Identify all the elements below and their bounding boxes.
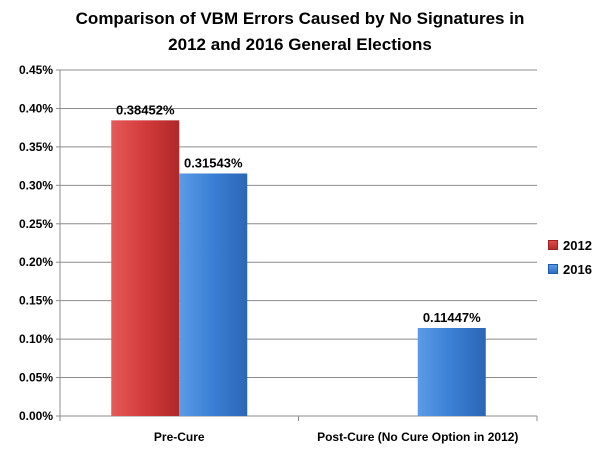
data-label: 0.38452% xyxy=(116,102,175,117)
legend-swatch-2016 xyxy=(548,264,558,274)
bar-2012 xyxy=(111,120,180,416)
y-tick-label: 0.15% xyxy=(19,294,53,308)
legend: 2012 2016 xyxy=(548,233,592,281)
chart-title-line-2: 2012 and 2016 General Elections xyxy=(168,35,432,54)
legend-item-2016: 2016 xyxy=(548,257,592,281)
y-tick-label: 0.25% xyxy=(19,217,53,231)
legend-label-2012: 2012 xyxy=(563,237,592,253)
data-label: 0.11447% xyxy=(423,310,481,325)
bar-2016 xyxy=(179,173,248,416)
x-tick-label: Pre-Cure xyxy=(154,430,205,444)
y-tick-label: 0.10% xyxy=(19,332,53,346)
y-tick-label: 0.20% xyxy=(19,255,53,269)
legend-item-2012: 2012 xyxy=(548,233,592,257)
y-tick-label: 0.30% xyxy=(19,178,53,192)
y-tick-label: 0.00% xyxy=(19,409,53,423)
y-tick-label: 0.45% xyxy=(19,63,53,77)
data-label: 0.31543% xyxy=(184,155,243,170)
y-tick-label: 0.05% xyxy=(19,371,53,385)
y-tick-label: 0.35% xyxy=(19,140,53,154)
y-tick-label: 0.40% xyxy=(19,101,53,115)
x-tick-label: Post-Cure (No Cure Option in 2012) xyxy=(317,430,518,444)
chart-title: Comparison of VBM Errors Caused by No Si… xyxy=(0,6,600,58)
chart-title-line-1: Comparison of VBM Errors Caused by No Si… xyxy=(75,9,525,28)
legend-label-2016: 2016 xyxy=(563,261,592,277)
bar-2016 xyxy=(417,327,486,416)
legend-swatch-2012 xyxy=(548,240,558,250)
